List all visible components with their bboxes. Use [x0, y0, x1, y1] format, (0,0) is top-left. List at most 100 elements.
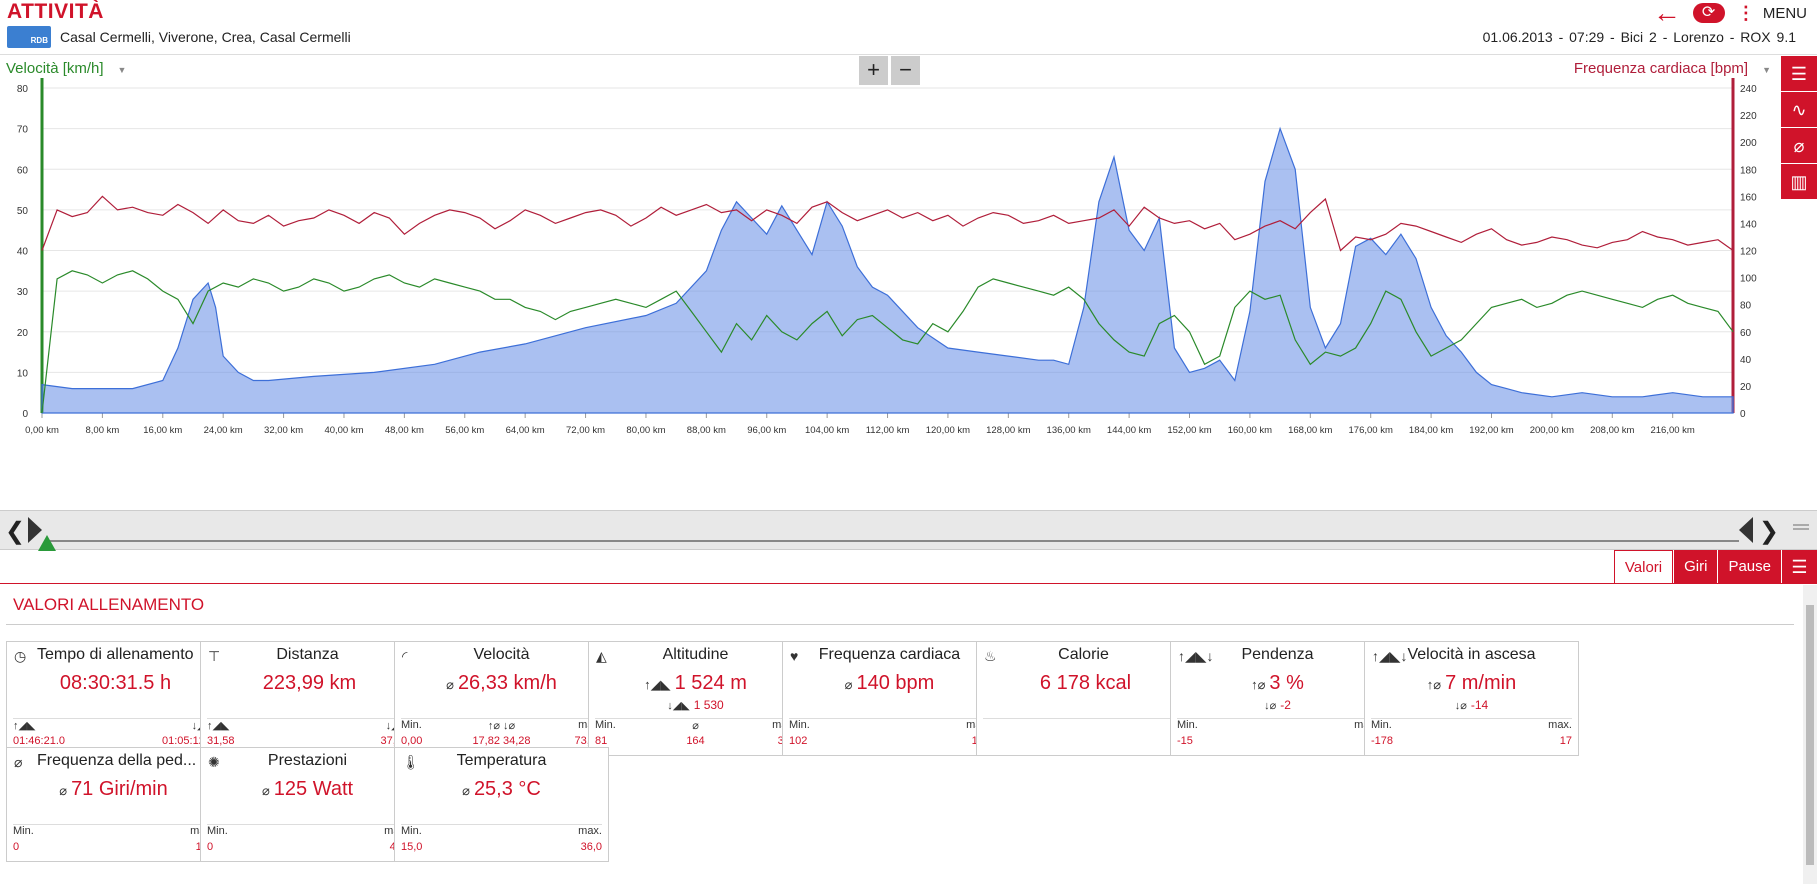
tab-valori[interactable]: Valori — [1613, 550, 1674, 584]
left-axis-selector[interactable]: Velocità [km/h] ▼ — [6, 60, 127, 77]
zoom-out-button[interactable]: − — [891, 56, 920, 85]
card-main-value: ⌀ 71 Giri/min — [59, 778, 168, 800]
scrollbar[interactable] — [1803, 585, 1817, 884]
card-sub-value — [395, 804, 608, 818]
chevron-left-icon[interactable]: ❮ — [5, 518, 26, 545]
y-right-tick-label: 80 — [1740, 301, 1752, 312]
stat-card-frequenza[interactable]: ♥Frequenza cardiaca⌀140 bpmMin.max.10217… — [782, 641, 997, 756]
card-sub-value — [201, 698, 414, 712]
menu-button[interactable]: ⋮ MENU — [1736, 3, 1807, 23]
card-value-min: 31,58 — [207, 735, 235, 747]
caret-down-icon: ▼ — [117, 65, 127, 75]
card-value-min: 15,0 — [401, 841, 423, 853]
stat-card-altitudine[interactable]: ◭Altitudine↑◢◣1 524 m↓◢◣1 530Min.⌀max.81… — [588, 641, 803, 756]
stat-card-temperatura[interactable]: 🌡 Temperatura ⌀ 25,3 °C Min. max. 15,0 36,0 — [394, 747, 609, 862]
x-tick-label: 152,00 km — [1167, 425, 1211, 436]
card-main-value: ↑⌀ 3 % — [1251, 672, 1304, 694]
y-left-tick-label: 50 — [17, 206, 29, 217]
y-right-tick-label: 160 — [1740, 192, 1757, 203]
card-divider — [13, 824, 214, 825]
card-main-value: ⌀ 26,33 km/h — [446, 672, 557, 694]
back-arrow-icon[interactable]: ← — [1652, 0, 1681, 28]
x-tick-label: 136,00 km — [1047, 425, 1091, 436]
card-sub-value: ↓⌀ -14 — [1454, 698, 1489, 712]
slider-handle-right[interactable] — [1739, 517, 1753, 543]
x-tick-label: 64,00 km — [506, 425, 545, 436]
y-right-tick-label: 60 — [1740, 328, 1752, 339]
y-left-tick-label: 30 — [17, 287, 29, 298]
card-value-max: 36,0 — [580, 841, 602, 853]
card-label-max: max. — [1548, 719, 1572, 731]
card-label-min: Min. — [401, 825, 422, 837]
grip-icon[interactable] — [1793, 524, 1809, 530]
chart-area[interactable]: 0 10 20 30 40 50 60 70 80 0 20 40 60 80 100 120 140 160 18… — [0, 56, 1781, 508]
card-title: Velocità in ascesa — [1407, 646, 1536, 663]
card-label-min: Min. — [207, 825, 228, 837]
card-value-min: 01:46:21.0 — [13, 735, 65, 747]
top-actions: ← ⋮MENU — [1652, 0, 1807, 28]
x-tick-label: 200,00 km — [1530, 425, 1574, 436]
card-value-min: 0 — [207, 841, 214, 853]
bulb-icon: ✺ — [208, 754, 220, 770]
card-sub-value — [7, 698, 220, 712]
y-right-tick-label: 20 — [1740, 382, 1752, 393]
card-divider — [1371, 718, 1572, 719]
caret-down-icon: ▼ — [1762, 65, 1771, 75]
cloud-sync-icon[interactable] — [1692, 2, 1725, 23]
x-tick-label: 72,00 km — [566, 425, 605, 436]
tab-divider — [0, 583, 1817, 584]
card-divider — [207, 824, 408, 825]
activity-meta: 01.06.2013 - 07:29 - Bici 2 - Lorenzo - … — [1482, 29, 1796, 45]
card-main-value: ⌀ 125 Watt — [261, 778, 354, 800]
x-tick-label: 176,00 km — [1349, 425, 1393, 436]
zoom-in-button[interactable]: + — [859, 56, 888, 85]
x-tick-label: 96,00 km — [747, 425, 786, 436]
flame-icon: ♨ — [984, 648, 997, 664]
y-left-tick-label: 20 — [17, 328, 29, 339]
list-icon[interactable]: ☰ — [1781, 550, 1817, 584]
stat-card-cadenza[interactable]: ⌀Frequenza della ped...⌀71 Giri/minMin.m… — [6, 747, 221, 862]
range-slider[interactable]: ❮ ❯ — [0, 510, 1817, 551]
average-icon[interactable]: ⌀ — [1781, 128, 1817, 164]
tab-pause[interactable]: Pause — [1717, 550, 1781, 584]
x-tick-label: 104,00 km — [805, 425, 849, 436]
card-divider — [13, 718, 214, 719]
y-right-tick-label: 40 — [1740, 355, 1752, 366]
stat-card-velocita-ascesa[interactable]: ↑◢◣↓ Velocità in ascesa ↑⌀ 7 m/min ↓⌀ -14 Min.… — [1364, 641, 1579, 756]
card-main-value: ↑◢◣ 1 524 m — [644, 672, 747, 694]
bar-chart-icon[interactable]: ▥ — [1781, 164, 1817, 200]
line-chart-icon[interactable]: ∿ — [1781, 92, 1817, 128]
chart-svg[interactable]: 0 10 20 30 40 50 60 70 80 0 20 40 60 80 100 120 140 160 18… — [0, 56, 1781, 508]
x-tick-label: 168,00 km — [1288, 425, 1332, 436]
card-label-max: max. — [578, 825, 602, 837]
card-title: Velocità — [473, 646, 530, 663]
position-marker-icon[interactable] — [38, 535, 56, 551]
y-left-tick-label: 60 — [17, 165, 29, 176]
chevron-right-icon[interactable]: ❯ — [1758, 518, 1779, 545]
slider-track[interactable] — [45, 540, 1739, 542]
card-main-value: ↑⌀ 7 m/min — [1426, 672, 1517, 694]
card-sub-value — [395, 698, 608, 712]
stat-card-calorie[interactable]: ♨ Calorie 6 178 kcal — [976, 641, 1191, 756]
tab-giri[interactable]: Giri — [1673, 550, 1718, 584]
card-sub-value — [977, 698, 1190, 712]
card-divider — [789, 718, 990, 719]
list-icon[interactable]: ☰ — [1781, 56, 1817, 92]
thermometer-icon: 🌡 — [402, 754, 420, 770]
y-left-tick-label: 70 — [17, 125, 29, 136]
y-right-tick-label: 120 — [1740, 247, 1757, 258]
header: ATTIVITÀ RDB Casal Cermelli, Viverone, C… — [0, 0, 1817, 55]
right-axis-selector[interactable]: Frequenza cardiaca [bpm] ▼ — [1573, 60, 1771, 77]
values-tabs: Valori Giri Pause ☰ — [1613, 550, 1817, 584]
x-tick-label: 120,00 km — [926, 425, 970, 436]
scrollbar-thumb[interactable] — [1806, 605, 1814, 865]
card-value-min: 0,00 — [401, 735, 423, 747]
card-title: Frequenza della ped... — [37, 752, 197, 769]
card-value-max: 17 — [1559, 735, 1572, 747]
card-divider — [595, 718, 796, 719]
